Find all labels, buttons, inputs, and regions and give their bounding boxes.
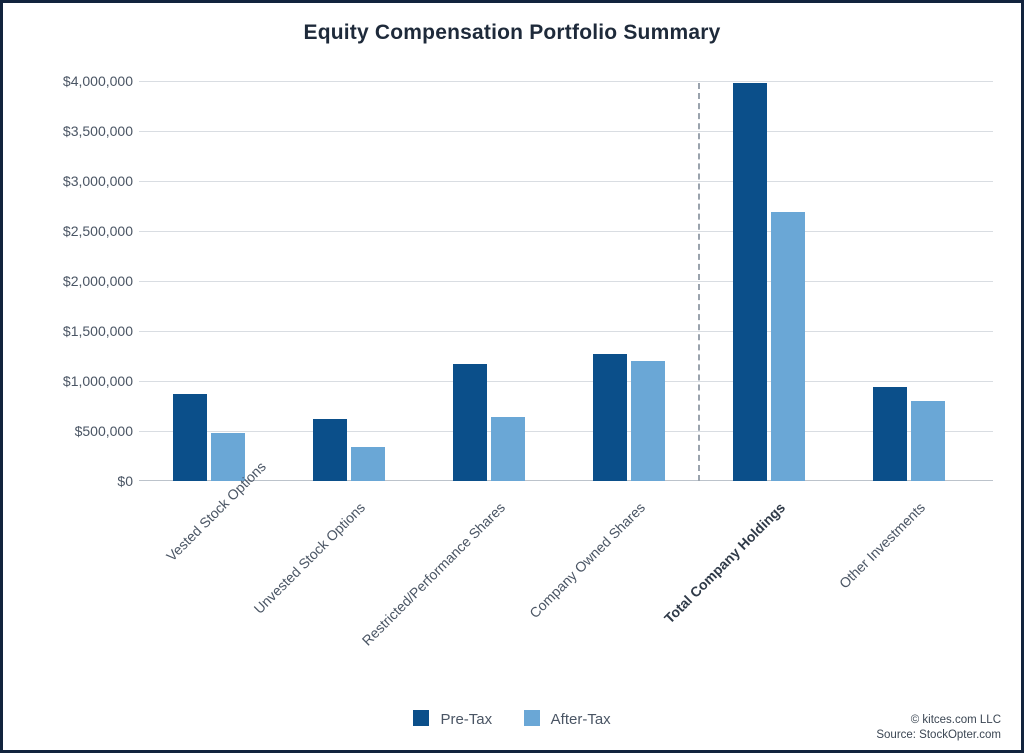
bar-group	[559, 81, 699, 481]
bar-pretax	[313, 419, 347, 481]
y-tick-label: $3,000,000	[41, 174, 133, 188]
bar-pretax	[453, 364, 487, 482]
legend-label-aftertax: After-Tax	[551, 711, 611, 728]
bar-group	[139, 81, 279, 481]
chart-title: Equity Compensation Portfolio Summary	[3, 21, 1021, 45]
y-tick-label: $2,500,000	[41, 224, 133, 238]
y-tick-label: $500,000	[41, 424, 133, 438]
bar-group	[279, 81, 419, 481]
legend-swatch-pretax	[413, 710, 429, 726]
x-label: Vested Stock Options	[163, 495, 232, 564]
x-label: Unvested Stock Options	[204, 495, 372, 663]
y-tick-label: $2,000,000	[41, 274, 133, 288]
bar-aftertax	[911, 401, 945, 481]
legend-item-aftertax: After-Tax	[524, 710, 610, 728]
bar-aftertax	[211, 433, 245, 481]
chart-frame: Equity Compensation Portfolio Summary $0…	[0, 0, 1024, 753]
bar-group	[699, 81, 839, 481]
bar-pretax	[733, 83, 767, 481]
y-axis: $0 $500,000 $1,000,000 $1,500,000 $2,000,000…	[41, 71, 133, 640]
y-tick-label: $4,000,000	[41, 74, 133, 88]
bar-group	[419, 81, 559, 481]
credits-line1: © kitces.com LLC	[876, 713, 1001, 729]
bar-aftertax	[771, 212, 805, 481]
credits: © kitces.com LLC Source: StockOpter.com	[876, 713, 1001, 744]
legend-swatch-aftertax	[524, 710, 540, 726]
y-tick-label: $0	[41, 474, 133, 488]
legend: Pre-Tax After-Tax	[3, 710, 1021, 728]
separator-line	[698, 83, 700, 481]
bar-pretax	[873, 387, 907, 482]
plot-area: $0 $500,000 $1,000,000 $1,500,000 $2,000,000…	[41, 71, 993, 640]
credits-line2: Source: StockOpter.com	[876, 728, 1001, 744]
y-tick-label: $3,500,000	[41, 124, 133, 138]
bar-aftertax	[491, 417, 525, 481]
legend-label-pretax: Pre-Tax	[440, 711, 492, 728]
y-tick-label: $1,500,000	[41, 324, 133, 338]
plot	[139, 81, 993, 481]
legend-item-pretax: Pre-Tax	[413, 710, 492, 728]
y-tick-label: $1,000,000	[41, 374, 133, 388]
x-axis-labels: Vested Stock OptionsUnvested Stock Optio…	[139, 491, 993, 661]
bar-aftertax	[351, 447, 385, 481]
bar-group	[839, 81, 979, 481]
bar-pretax	[173, 394, 207, 481]
bar-aftertax	[631, 361, 665, 481]
bar-pretax	[593, 354, 627, 482]
